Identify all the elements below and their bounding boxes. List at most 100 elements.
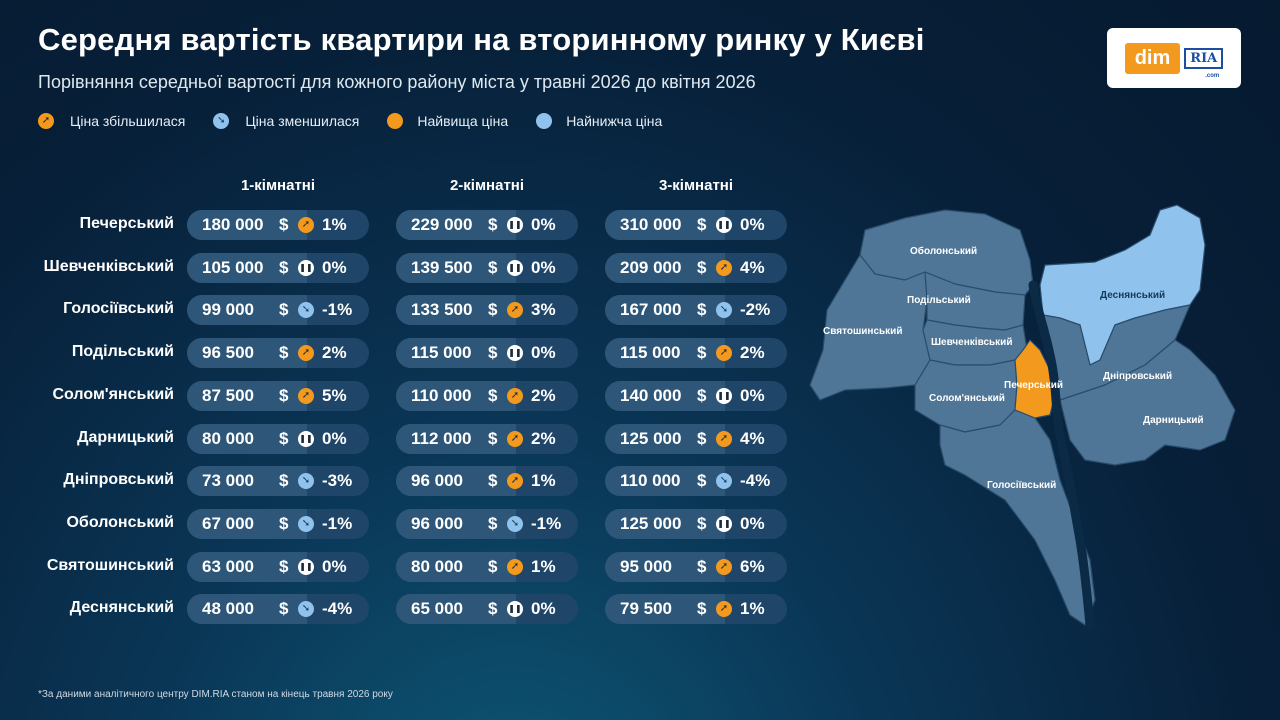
district-label: Святошинський — [46, 556, 174, 574]
price-value-area: 112 000 $ — [396, 423, 516, 454]
map-label-desnianskyi: Деснянський — [1100, 290, 1165, 301]
price-cell: 96 000 $ ➘ -1% — [396, 508, 578, 539]
price-change: 1% — [740, 599, 765, 619]
price-value: 80 000 — [411, 556, 463, 576]
map-label-solomianskyi: Солом'янський — [929, 393, 1005, 404]
price-value: 115 000 — [620, 343, 681, 363]
price-cell: 65 000 $ ❚❚ 0% — [396, 594, 578, 625]
pause-icon: ❚❚ — [298, 259, 314, 276]
price-value: 65 000 — [411, 599, 463, 619]
map-label-pecherskyi: Печерський — [1004, 380, 1063, 391]
price-value: 105 000 — [202, 257, 264, 277]
price-value-area: 96 500 $ — [187, 338, 307, 369]
price-value-area: 80 000 $ — [396, 551, 516, 582]
price-value-area: 125 000 $ — [605, 423, 725, 454]
currency-symbol: $ — [279, 428, 289, 448]
price-value-area: 140 000 $ — [605, 380, 725, 411]
price-value-area: 310 000 $ — [605, 210, 725, 240]
price-change: 0% — [531, 343, 556, 363]
price-change: 0% — [322, 556, 347, 576]
currency-symbol: $ — [488, 471, 498, 491]
legend-label: Ціна збільшилася — [70, 113, 186, 129]
price-cell: 133 500 $ ➚ 3% — [396, 295, 578, 326]
map-label-obolonskyi: Оболонський — [910, 245, 977, 257]
price-value-area: 96 000 $ — [396, 508, 516, 539]
arrow-up-icon: ➚ — [716, 345, 732, 362]
price-change: -4% — [322, 599, 353, 619]
district-label: Голосіївський — [63, 300, 174, 318]
arrow-down-icon: ➘ — [298, 302, 314, 319]
map-district-sviatoshynskyi[interactable] — [809, 254, 931, 401]
price-change: 2% — [740, 343, 765, 363]
price-cell: 95 000 $ ➚ 6% — [605, 551, 787, 582]
price-change: 0% — [531, 599, 556, 619]
arrow-down-icon: ➘ — [213, 113, 230, 129]
price-change: 2% — [322, 343, 347, 363]
price-cell: 96 500 $ ➚ 2% — [187, 338, 369, 369]
map-label-shevchenkivskyi: Шевченківський — [931, 337, 1012, 348]
price-change: 1% — [531, 471, 556, 491]
price-change: 0% — [740, 385, 765, 405]
arrow-up-icon: ➚ — [507, 430, 523, 447]
currency-symbol: $ — [488, 343, 498, 363]
currency-symbol: $ — [279, 257, 289, 277]
price-cell: 167 000 $ ➘ -2% — [605, 295, 787, 326]
price-change: 0% — [322, 428, 347, 448]
currency-symbol: $ — [279, 343, 289, 363]
currency-symbol: $ — [697, 513, 707, 533]
arrow-up-icon: ➚ — [716, 558, 732, 575]
pause-icon: ❚❚ — [507, 601, 523, 618]
price-value-area: 67 000 $ — [187, 508, 307, 539]
currency-symbol: $ — [697, 385, 707, 405]
price-value: 87 500 — [202, 385, 254, 405]
price-change: 4% — [740, 257, 765, 277]
price-cell: 105 000 $ ❚❚ 0% — [187, 252, 369, 283]
arrow-up-icon: ➚ — [298, 387, 314, 404]
price-value: 96 000 — [411, 513, 463, 533]
price-value-area: 110 000 $ — [396, 380, 516, 411]
pause-icon: ❚❚ — [716, 217, 732, 233]
price-value: 67 000 — [202, 513, 254, 533]
price-value: 80 000 — [202, 428, 254, 448]
map-label-holosiivskyi: Голосіївський — [987, 480, 1056, 491]
price-value-area: 115 000 $ — [605, 338, 725, 369]
price-change: 6% — [740, 556, 765, 576]
price-value: 310 000 — [620, 215, 682, 234]
highest-price-swatch — [387, 113, 404, 129]
price-value-area: 80 000 $ — [187, 423, 307, 454]
page-title: Середня вартість квартири на вторинному … — [38, 22, 925, 57]
legend-item-lowest: Найнижча ціна — [536, 113, 662, 129]
price-cell: 115 000 $ ❚❚ 0% — [396, 338, 578, 369]
price-change: 1% — [322, 215, 347, 234]
pause-icon: ❚❚ — [716, 515, 732, 532]
price-cell: 140 000 $ ❚❚ 0% — [605, 380, 787, 411]
price-value: 209 000 — [620, 257, 682, 277]
price-change: -2% — [740, 300, 771, 320]
currency-symbol: $ — [697, 428, 707, 448]
price-change: -3% — [322, 471, 353, 491]
legend-item-increase: ➚ Ціна збільшилася — [38, 113, 185, 129]
price-value-area: 139 500 $ — [396, 252, 516, 283]
currency-symbol: $ — [488, 513, 498, 533]
price-value: 96 500 — [202, 343, 254, 363]
price-change: 0% — [531, 257, 556, 277]
price-cell: 80 000 $ ❚❚ 0% — [187, 423, 369, 454]
currency-symbol: $ — [279, 215, 289, 234]
district-label: Дарницький — [77, 428, 174, 446]
map-district-darnytskyi[interactable] — [1059, 339, 1236, 466]
district-label: Подільський — [71, 343, 174, 361]
currency-symbol: $ — [488, 385, 498, 405]
map-district-pecherskyi[interactable] — [1014, 339, 1056, 419]
dimria-logo[interactable]: dim RIA .com — [1107, 28, 1241, 88]
district-label: Солом'янський — [52, 385, 175, 403]
footnote: *За даними аналітичного центру DIM.RIA с… — [38, 689, 393, 700]
legend-item-decrease: ➘ Ціна зменшилася — [213, 113, 359, 129]
currency-symbol: $ — [488, 215, 498, 234]
price-cell: 115 000 $ ➚ 2% — [605, 338, 787, 369]
price-value-area: 99 000 $ — [187, 295, 307, 326]
logo-dim-text: dim — [1124, 42, 1181, 74]
price-value: 140 000 — [620, 385, 682, 405]
price-change: 0% — [531, 215, 556, 234]
price-value-area: 167 000 $ — [605, 295, 725, 326]
arrow-down-icon: ➘ — [507, 515, 523, 532]
